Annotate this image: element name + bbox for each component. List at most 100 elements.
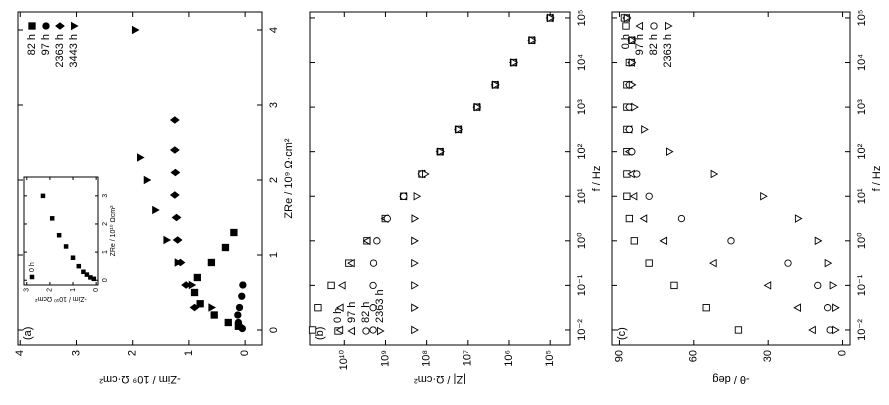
x-tick-label: 10⁻² (576, 319, 588, 341)
marker (40, 193, 46, 199)
marker (337, 281, 346, 290)
marker (169, 191, 180, 199)
marker (628, 80, 637, 90)
marker (174, 258, 183, 267)
legend-marker (376, 326, 385, 336)
legend-label: 82 h (360, 302, 372, 323)
y-tick-label: 2 (47, 288, 54, 292)
x-tick-label: 2 (102, 222, 109, 226)
marker (171, 213, 182, 222)
legend-label: 97 h (346, 302, 358, 323)
marker (143, 175, 152, 185)
marker (196, 300, 204, 308)
y-tick-label: 1 (183, 350, 195, 356)
legend-marker (70, 21, 79, 31)
y-tick-label: 3 (24, 288, 31, 292)
marker (645, 192, 653, 200)
x-tick-label: 0 (268, 327, 280, 333)
y-axis-label: -Zim / 10¹⁰ Ωcm² (35, 295, 87, 303)
marker (727, 237, 735, 245)
y-tick-label: 0 (93, 288, 100, 292)
x-tick-label: 4 (268, 27, 280, 33)
y-tick-label: 30 (762, 350, 774, 362)
marker (84, 272, 90, 277)
legend-marker (28, 22, 36, 30)
legend-marker (347, 326, 356, 336)
marker (239, 281, 247, 289)
x-tick-label: 1 (102, 250, 109, 254)
marker (172, 236, 183, 244)
marker (641, 125, 649, 134)
marker (645, 259, 653, 267)
marker (335, 325, 344, 335)
x-tick-label: 10² (576, 143, 588, 159)
marker (677, 214, 686, 223)
legend-marker (635, 21, 644, 31)
marker (193, 273, 201, 282)
x-axis-label: ZRe / 10¹⁰ Ωcm² (109, 205, 117, 256)
marker (63, 244, 69, 249)
marker (793, 303, 801, 312)
marker (234, 318, 243, 327)
legend-label: 2363 h (662, 34, 674, 68)
legend-label: 0 h (332, 308, 344, 323)
frame (309, 11, 571, 346)
y-tick-label: 4 (14, 350, 26, 356)
y-tick-label: 60 (688, 350, 700, 362)
marker (625, 214, 634, 223)
marker (824, 258, 833, 268)
y-tick-label: 10⁶ (503, 350, 515, 367)
x-axis-label: f / Hz (591, 166, 603, 192)
y-axis-label: |Z| / Ω·cm² (414, 373, 466, 385)
legend-label: 97 h (634, 34, 646, 55)
legend-label: 0 h (29, 262, 36, 272)
frame (611, 11, 851, 346)
legend-marker (362, 327, 370, 335)
marker (702, 304, 710, 312)
marker (832, 303, 840, 312)
x-tick-label: 10⁰ (576, 232, 588, 249)
marker (794, 214, 803, 223)
marker (152, 205, 160, 215)
x-tick-label: 10⁴ (856, 54, 868, 71)
marker (437, 147, 446, 156)
rotated-figure: 0 1 2 3 4 0 1 2 3 4 ZRe / 10⁹ Ω·cm² -Zim / 10⁹ Ω·cm… (14, 10, 883, 386)
x-tick-label: 10² (856, 143, 868, 159)
marker (234, 311, 242, 319)
marker (308, 326, 317, 334)
marker (639, 214, 648, 223)
x-axis-label: f / Hz (871, 166, 883, 192)
marker (628, 58, 637, 67)
panel-label: (c) (616, 327, 628, 340)
marker (628, 35, 637, 45)
x-tick-label: 10⁻¹ (576, 274, 588, 296)
marker (136, 153, 145, 162)
x-tick-label: 10⁵ (576, 10, 588, 27)
x-tick-label: 0 (102, 278, 109, 282)
x-tick-label: 10⁻² (856, 319, 868, 341)
marker (630, 237, 638, 245)
panel-label: (a) (22, 327, 34, 340)
marker (170, 168, 181, 177)
y-tick-label: 0 (239, 350, 251, 356)
legend-marker (664, 21, 673, 31)
y-tick-label: 0 (836, 350, 848, 356)
y-tick-label: 1 (70, 288, 77, 292)
marker (629, 191, 638, 201)
marker (224, 318, 232, 327)
marker (49, 216, 55, 221)
marker (169, 116, 180, 124)
marker (670, 281, 678, 290)
marker (230, 228, 238, 237)
marker (373, 237, 381, 245)
marker (422, 169, 430, 179)
inset-frame (23, 176, 99, 286)
marker (383, 214, 391, 223)
x-tick-label: 10⁴ (576, 54, 588, 71)
x-tick-label: 10⁰ (856, 232, 868, 249)
x-tick-label: 2 (268, 177, 280, 183)
marker (829, 281, 838, 290)
marker (666, 147, 674, 156)
marker (81, 269, 86, 275)
